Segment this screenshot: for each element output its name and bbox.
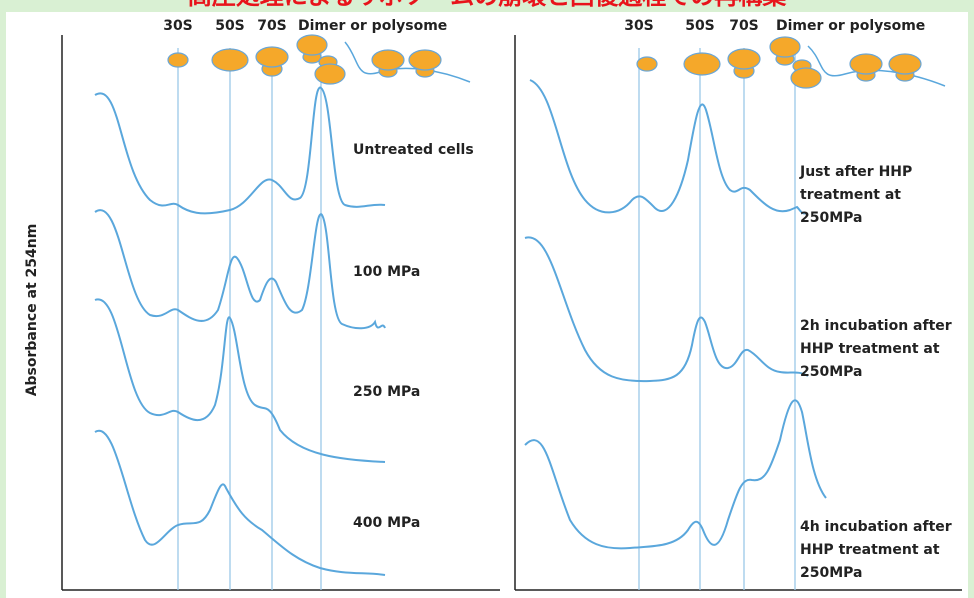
sample-label: 4h incubation after: [800, 519, 952, 535]
sample-label: 400 MPa: [353, 515, 420, 531]
sample-label: 250MPa: [800, 210, 863, 226]
sample-label: Untreated cells: [353, 142, 474, 158]
title: 高圧処理によるリボソームの崩壊と回復過程での再構築: [188, 0, 788, 10]
ribosome-label: 30S: [163, 18, 193, 34]
ribosome-icons: [167, 34, 946, 89]
sample-label: HHP treatment at: [800, 542, 940, 558]
ribosome-label: Dimer or polysome: [298, 18, 447, 34]
sample-label: 100 MPa: [353, 264, 420, 280]
ribosome-label: 70S: [257, 18, 287, 34]
ribosome-label: 70S: [729, 18, 759, 34]
ribosome-label: 30S: [624, 18, 654, 34]
sample-label: HHP treatment at: [800, 341, 940, 357]
ribosome-label: Dimer or polysome: [776, 18, 925, 34]
sample-label: treatment at: [800, 187, 901, 203]
ribosome-label: 50S: [685, 18, 715, 34]
sample-label: Just after HHP: [799, 164, 912, 180]
profiles: [94, 79, 827, 576]
panel-area: [6, 12, 968, 598]
sample-label: 2h incubation after: [800, 318, 952, 334]
sample-label: 250MPa: [800, 565, 863, 581]
sample-label: 250MPa: [800, 364, 863, 380]
ribosome-label: 50S: [215, 18, 245, 34]
sample-label: 250 MPa: [353, 384, 420, 400]
y-axis-label: Absorbance at 254nm: [24, 224, 40, 397]
